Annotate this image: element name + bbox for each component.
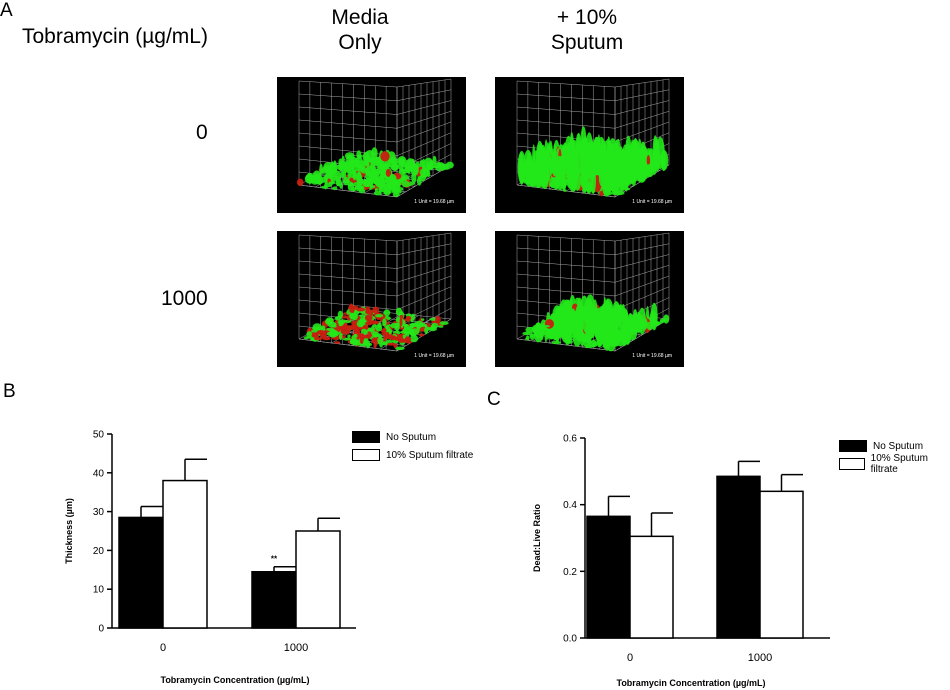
y-axis-title: Thickness (µm): [64, 498, 74, 564]
x-tick-label: 0: [160, 642, 166, 654]
x-tick-label: 0: [627, 652, 633, 664]
significance-marker: **: [271, 555, 278, 564]
legend-item-sputum-filtrate: 10% Sputum filtrate: [839, 453, 950, 475]
biomass: [296, 147, 454, 197]
row-label-1000: 1000: [161, 287, 208, 310]
bar: [629, 535, 674, 639]
row-label-0: 0: [196, 121, 208, 144]
confocal-image-media-0: 1 Unit = 19.68 µm: [277, 77, 466, 213]
x-tick-label: 1000: [284, 642, 308, 654]
biomass: [522, 294, 670, 352]
confocal-image-media-1000: 1 Unit = 19.68 µm: [277, 231, 466, 367]
legend-swatch-white: [839, 458, 865, 470]
y-tick-label: 10: [93, 585, 105, 596]
confocal-render: [296, 78, 454, 198]
tile-caption: 1 Unit = 19.68 µm: [414, 353, 454, 359]
bar: [716, 475, 761, 639]
panel-b-letter: B: [3, 381, 16, 402]
legend-swatch-black: [839, 440, 867, 452]
confocal-image-sputum-1000: 1 Unit = 19.68 µm: [495, 231, 684, 367]
tile-caption: 1 Unit = 19.68 µm: [414, 199, 454, 205]
bar: [251, 570, 297, 629]
confocal-render: [298, 232, 452, 352]
bar: [586, 515, 631, 639]
legend-swatch-black: [352, 431, 380, 443]
legend-label: No Sputum: [386, 431, 437, 443]
legend-item-no-sputum: No Sputum: [352, 428, 473, 446]
legend-label: 10% Sputum filtrate: [870, 453, 928, 475]
panel-a-letter: A: [0, 0, 13, 21]
tile-caption: 1 Unit = 19.68 µm: [632, 199, 672, 205]
y-tick-label: 20: [93, 546, 105, 557]
y-tick-label: 0.2: [563, 567, 577, 578]
bar: [118, 516, 164, 629]
y-tick-label: 0.0: [563, 634, 577, 645]
col-header-sputum: + 10% Sputum: [550, 6, 624, 54]
y-tick-label: 0: [98, 624, 104, 635]
bar: [295, 530, 341, 629]
legend-c: No Sputum 10% Sputum filtrate: [839, 437, 950, 475]
row-header: Tobramycin (µg/mL): [22, 25, 208, 48]
y-tick-label: 40: [93, 468, 105, 479]
confocal-render: [516, 232, 670, 352]
confocal-render: [516, 78, 670, 198]
y-tick-label: 50: [93, 430, 105, 441]
legend-item-no-sputum: No Sputum: [839, 437, 950, 455]
y-tick-label: 30: [93, 507, 105, 518]
panel-c-letter: C: [487, 389, 501, 410]
y-axis-title: Dead:Live Ratio: [532, 503, 542, 572]
bar: [162, 479, 208, 629]
legend-label: No Sputum: [873, 440, 924, 452]
bar: [759, 490, 804, 639]
legend-swatch-white: [352, 449, 380, 461]
confocal-image-sputum-0: 1 Unit = 19.68 µm: [495, 77, 684, 213]
legend-b: No Sputum 10% Sputum filtrate: [352, 428, 473, 464]
y-tick-label: 0.4: [563, 500, 577, 511]
biomass: [517, 126, 669, 197]
tile-caption: 1 Unit = 19.68 µm: [632, 353, 672, 359]
x-tick-label: 1000: [748, 652, 772, 664]
legend-item-sputum-filtrate: 10% Sputum filtrate: [352, 446, 473, 464]
x-axis-title: Tobramycin Concentration (µg/mL): [616, 678, 765, 688]
dead-live-chart: 0.0 0.2 0.4 0.6 0 1000 Dead:Live Ratio Tobramyc…: [532, 434, 830, 688]
legend-label: 10% Sputum filtrate: [386, 449, 474, 461]
thickness-chart: 0 10 20 30 40 50 0 1000 ** Thickness (µm) Tobramyc…: [64, 430, 356, 685]
y-tick-label: 0.6: [563, 434, 577, 445]
col-header-media-only: Media Only: [331, 6, 389, 54]
x-axis-title: Tobramycin Concentration (µg/mL): [160, 675, 309, 685]
biomass: [303, 303, 449, 351]
